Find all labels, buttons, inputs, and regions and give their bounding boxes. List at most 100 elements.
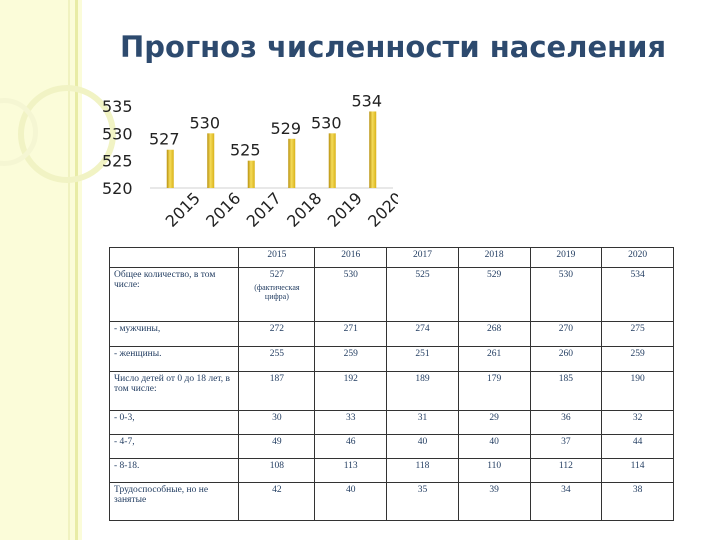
y-tick-label: 525 xyxy=(102,152,133,171)
table-cell: 261 xyxy=(457,346,531,372)
table-cell: 534 xyxy=(601,267,674,322)
table-cell: 118 xyxy=(386,458,459,483)
side-decoration-line xyxy=(75,0,78,540)
table-cell: 35 xyxy=(386,482,459,521)
table-row: - 8-18. 108 113 118 110 112 114 xyxy=(108,458,674,483)
table-cell: 179 xyxy=(457,371,531,411)
table-row: Трудоспособные, но не занятые 42 40 35 39 34 3… xyxy=(108,482,674,521)
table-cell: 530 xyxy=(314,267,388,322)
table-cell: 527 (фактическая цифра) xyxy=(238,267,316,322)
table-cell: 110 xyxy=(457,458,531,483)
row-label: - 8-18. xyxy=(108,458,240,483)
table-cell: 260 xyxy=(529,346,603,372)
table-cell: 189 xyxy=(386,371,459,411)
table-cell: 49 xyxy=(238,434,316,459)
bar xyxy=(166,149,174,188)
table-cell: 36 xyxy=(529,410,603,435)
y-tick-label: 530 xyxy=(102,124,133,143)
table-cell: 530 xyxy=(529,267,603,322)
table-header-cell: 2016 xyxy=(314,247,388,268)
data-label: 530 xyxy=(189,113,220,132)
table-cell: 108 xyxy=(238,458,316,483)
table-cell: 272 xyxy=(238,321,316,347)
table-cell: 33 xyxy=(314,410,388,435)
x-tick-label: 2016 xyxy=(202,189,244,231)
table-header-cell: 2019 xyxy=(529,247,603,268)
table-cell: 185 xyxy=(529,371,603,411)
slide-title: Прогноз численности населения xyxy=(120,30,667,64)
y-tick-label: 535 xyxy=(102,97,133,116)
row-label: - мужчины, xyxy=(108,321,240,347)
data-label: 527 xyxy=(149,130,180,149)
x-tick-label: 2020 xyxy=(364,189,398,231)
table-cell: 30 xyxy=(238,410,316,435)
row-label: Общее количество, в том числе: xyxy=(108,267,240,322)
table-header-cell: 2018 xyxy=(457,247,531,268)
x-tick-label: 2018 xyxy=(283,189,325,231)
row-label: Число детей от 0 до 18 лет, в том числе: xyxy=(108,371,240,411)
table-cell: 275 xyxy=(601,321,674,347)
table-cell: 268 xyxy=(457,321,531,347)
table-cell: 38 xyxy=(601,482,674,521)
table-cell: 271 xyxy=(314,321,388,347)
table-cell: 44 xyxy=(601,434,674,459)
table-header-cell xyxy=(108,247,240,268)
bar xyxy=(207,133,215,188)
table-cell: 40 xyxy=(457,434,531,459)
table-cell: 112 xyxy=(529,458,603,483)
side-decoration-line xyxy=(68,0,70,540)
table-cell: 114 xyxy=(601,458,674,483)
y-tick-label: 520 xyxy=(102,179,133,198)
row-label: - женщины. xyxy=(108,346,240,372)
population-bar-chart: 520 525 530 535 527 2015 530 2016 525 2017 529 2018… xyxy=(102,94,398,231)
x-tick-label: 2017 xyxy=(243,189,285,231)
table-cell: 529 xyxy=(457,267,531,322)
table-cell: 274 xyxy=(386,321,459,347)
table-header-cell: 2015 xyxy=(238,247,316,268)
bar xyxy=(328,133,336,188)
x-tick-label: 2019 xyxy=(324,189,366,231)
table-cell: 270 xyxy=(529,321,603,347)
table-row: Общее количество, в том числе: 527 (фактич… xyxy=(108,267,674,322)
row-label: - 4-7, xyxy=(108,434,240,459)
table-cell: 31 xyxy=(386,410,459,435)
data-label: 534 xyxy=(351,94,382,110)
table-cell: 32 xyxy=(601,410,674,435)
table-header-cell: 2020 xyxy=(601,247,674,268)
table-cell: 187 xyxy=(238,371,316,411)
table-cell: 525 xyxy=(386,267,459,322)
table-cell: 46 xyxy=(314,434,388,459)
bar xyxy=(369,111,377,188)
table-cell: 40 xyxy=(314,482,388,521)
bar xyxy=(247,160,255,188)
table-row: - 0-3, 30 33 31 29 36 32 xyxy=(108,410,674,435)
row-label: Трудоспособные, но не занятые xyxy=(108,482,240,521)
table-cell: 39 xyxy=(457,482,531,521)
cell-note: (фактическая цифра) xyxy=(254,283,300,301)
table-cell: 259 xyxy=(601,346,674,372)
x-tick-label: 2015 xyxy=(162,189,204,231)
table-cell: 259 xyxy=(314,346,388,372)
table-row: - мужчины, 272 271 274 268 270 275 xyxy=(108,321,674,347)
population-table: 2015 2016 2017 2018 2019 2020 Общее количество… xyxy=(108,247,674,521)
table-header-cell: 2017 xyxy=(386,247,459,268)
table-cell: 42 xyxy=(238,482,316,521)
table-cell: 29 xyxy=(457,410,531,435)
bar xyxy=(288,138,296,188)
table-row: - 4-7, 49 46 40 40 37 44 xyxy=(108,434,674,459)
table-cell: 34 xyxy=(529,482,603,521)
table-cell: 113 xyxy=(314,458,388,483)
table-cell: 37 xyxy=(529,434,603,459)
table-cell: 192 xyxy=(314,371,388,411)
data-label: 525 xyxy=(230,141,261,160)
table-cell: 190 xyxy=(601,371,674,411)
table-header-row: 2015 2016 2017 2018 2019 2020 xyxy=(108,247,674,268)
table-cell: 255 xyxy=(238,346,316,372)
table-cell: 40 xyxy=(386,434,459,459)
data-label: 530 xyxy=(311,113,342,132)
table-row: - женщины. 255 259 251 261 260 259 xyxy=(108,346,674,372)
data-label: 529 xyxy=(270,119,301,138)
table-row: Число детей от 0 до 18 лет, в том числе:… xyxy=(108,371,674,411)
row-label: - 0-3, xyxy=(108,410,240,435)
table-cell: 251 xyxy=(386,346,459,372)
